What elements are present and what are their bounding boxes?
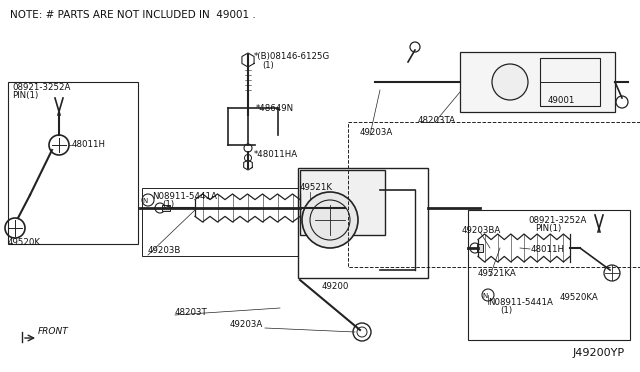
Bar (142, 188, 372, 256)
Text: 48203TA: 48203TA (418, 116, 456, 125)
Text: FRONT: FRONT (38, 327, 68, 336)
Text: 49203A: 49203A (230, 320, 263, 329)
Bar (298, 168, 428, 278)
Text: PIN(1): PIN(1) (535, 224, 561, 233)
Text: 08921-3252A: 08921-3252A (528, 216, 586, 225)
Text: 49521KA: 49521KA (478, 269, 516, 278)
Text: 48203T: 48203T (175, 308, 208, 317)
Text: 08921-3252A: 08921-3252A (12, 83, 70, 92)
Text: 49203BA: 49203BA (462, 226, 501, 235)
Bar (477, 244, 483, 252)
Bar (348, 122, 640, 267)
Bar (460, 52, 615, 112)
Bar (540, 58, 600, 106)
Text: (1): (1) (500, 306, 512, 315)
Circle shape (302, 192, 358, 248)
Circle shape (492, 64, 528, 100)
Text: PIN(1): PIN(1) (12, 91, 38, 100)
Text: *48011HA: *48011HA (254, 150, 298, 159)
Bar (300, 170, 385, 235)
Text: NOTE: # PARTS ARE NOT INCLUDED IN  49001 .: NOTE: # PARTS ARE NOT INCLUDED IN 49001 … (10, 10, 256, 20)
Text: N: N (482, 293, 487, 299)
Text: 49203A: 49203A (360, 128, 393, 137)
Text: N: N (142, 198, 147, 204)
Text: 49203B: 49203B (148, 246, 181, 255)
Text: 48011H: 48011H (531, 245, 565, 254)
Bar (162, 205, 170, 211)
Text: 49001: 49001 (548, 96, 575, 105)
Text: 49521K: 49521K (300, 183, 333, 192)
Text: *(B)08146-6125G: *(B)08146-6125G (254, 52, 330, 61)
Text: 49520KA: 49520KA (560, 293, 599, 302)
Text: (1): (1) (262, 61, 274, 70)
Text: J49200YP: J49200YP (573, 348, 625, 358)
Text: *48649N: *48649N (256, 104, 294, 113)
Text: 49200: 49200 (322, 282, 349, 291)
Text: 49520K: 49520K (8, 238, 41, 247)
Text: (1): (1) (162, 200, 174, 209)
Text: 48011H: 48011H (72, 140, 106, 149)
Bar (8, 82, 138, 244)
Text: N08911-5441A: N08911-5441A (152, 192, 217, 201)
Bar (468, 210, 630, 340)
Text: N08911-5441A: N08911-5441A (488, 298, 553, 307)
